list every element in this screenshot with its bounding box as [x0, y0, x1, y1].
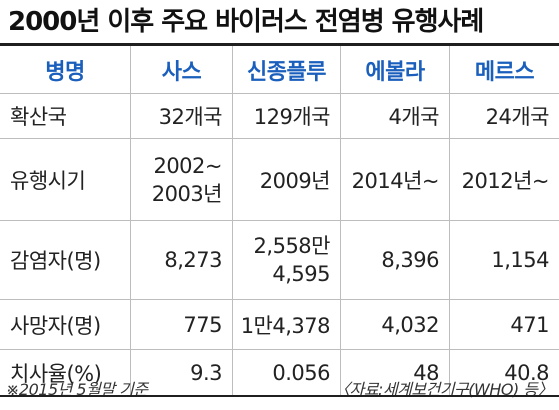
header-swine-flu: 신종플루 [232, 46, 340, 94]
cell-infected-swine-flu: 2,558만 4,595 [232, 221, 340, 300]
row-label-infected: 감염자(명) [0, 221, 130, 300]
cell-infected-ebola: 8,396 [340, 221, 449, 300]
cell-infected-sars: 8,273 [130, 221, 232, 300]
cell-spread-mers: 24개국 [449, 94, 559, 139]
cell-period-ebola: 2014년~ [340, 139, 449, 221]
cell-fatality-ebola: 48 [340, 350, 449, 395]
header-sars: 사스 [130, 46, 232, 94]
cell-fatality-swine-flu: 0.056 [232, 350, 340, 395]
row-label-spread: 확산국 [0, 94, 130, 139]
header-ebola: 에볼라 [340, 46, 449, 94]
bottom-rule [0, 395, 559, 397]
header-mers: 메르스 [449, 46, 559, 94]
row-label-fatality: 치사율(%) [10, 361, 102, 386]
footnote: ※2015년 5월말 기준 [6, 380, 148, 399]
row-label-period: 유행시기 [0, 139, 130, 221]
cell-spread-swine-flu: 129개국 [232, 94, 340, 139]
cell-fatality-sars: 9.3 [130, 350, 232, 395]
cell-infected-mers: 1,154 [449, 221, 559, 300]
source-note: 〈자료:세계보건기구(WHO) 등〉 [334, 380, 553, 399]
row-label-deaths: 사망자(명) [0, 300, 130, 350]
page-title: 2000년 이후 주요 바이러스 전염병 유행사례 [8, 7, 484, 37]
cell-spread-sars: 32개국 [130, 94, 232, 139]
cell-infected-swine-flu-line2: 4,595 [272, 262, 330, 286]
cell-period-sars-line1: 2002~ [153, 153, 222, 178]
cell-deaths-mers: 471 [449, 300, 559, 350]
cell-infected-swine-flu-line1: 2,558만 [253, 234, 331, 258]
cell-deaths-sars: 775 [130, 300, 232, 350]
cell-spread-ebola: 4개국 [340, 94, 449, 139]
header-disease-name: 병명 [0, 46, 130, 94]
cell-period-mers: 2012년~ [449, 139, 559, 221]
cell-deaths-ebola: 4,032 [340, 300, 449, 350]
cell-period-sars: 2002~ 2003년 [130, 139, 232, 221]
virus-table: 병명 사스 신종플루 에볼라 메르스 확산국 32개국 129개국 4개국 24… [0, 46, 559, 395]
cell-deaths-swine-flu: 1만4,378 [232, 300, 340, 350]
cell-period-swine-flu: 2009년 [232, 139, 340, 221]
cell-period-sars-line2: 2003년 [151, 181, 223, 206]
cell-fatality-mers: 40.8 [449, 350, 559, 395]
top-rule [0, 43, 559, 46]
